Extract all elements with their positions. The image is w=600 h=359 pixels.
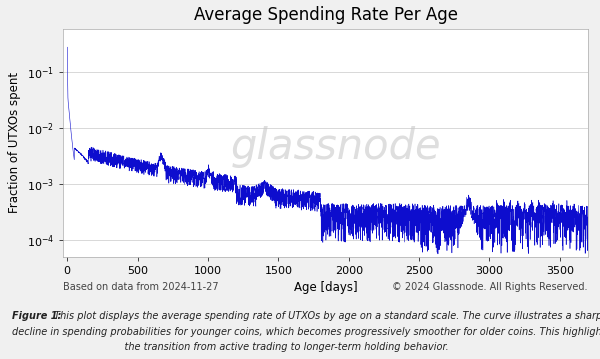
Text: Figure 1:: Figure 1: [12,311,61,321]
Text: This plot displays the average spending rate of UTXOs by age on a standard scale: This plot displays the average spending … [51,311,600,321]
Title: Average Spending Rate Per Age: Average Spending Rate Per Age [193,6,458,24]
Text: © 2024 Glassnode. All Rights Reserved.: © 2024 Glassnode. All Rights Reserved. [392,282,588,292]
Text: glassnode: glassnode [230,126,442,168]
Y-axis label: Fraction of UTXOs spent: Fraction of UTXOs spent [8,72,21,213]
Text: the transition from active trading to longer-term holding behavior.: the transition from active trading to lo… [12,342,449,352]
Text: Based on data from 2024-11-27: Based on data from 2024-11-27 [63,282,218,292]
Text: decline in spending probabilities for younger coins, which becomes progressively: decline in spending probabilities for yo… [12,327,600,337]
X-axis label: Age [days]: Age [days] [293,281,358,294]
